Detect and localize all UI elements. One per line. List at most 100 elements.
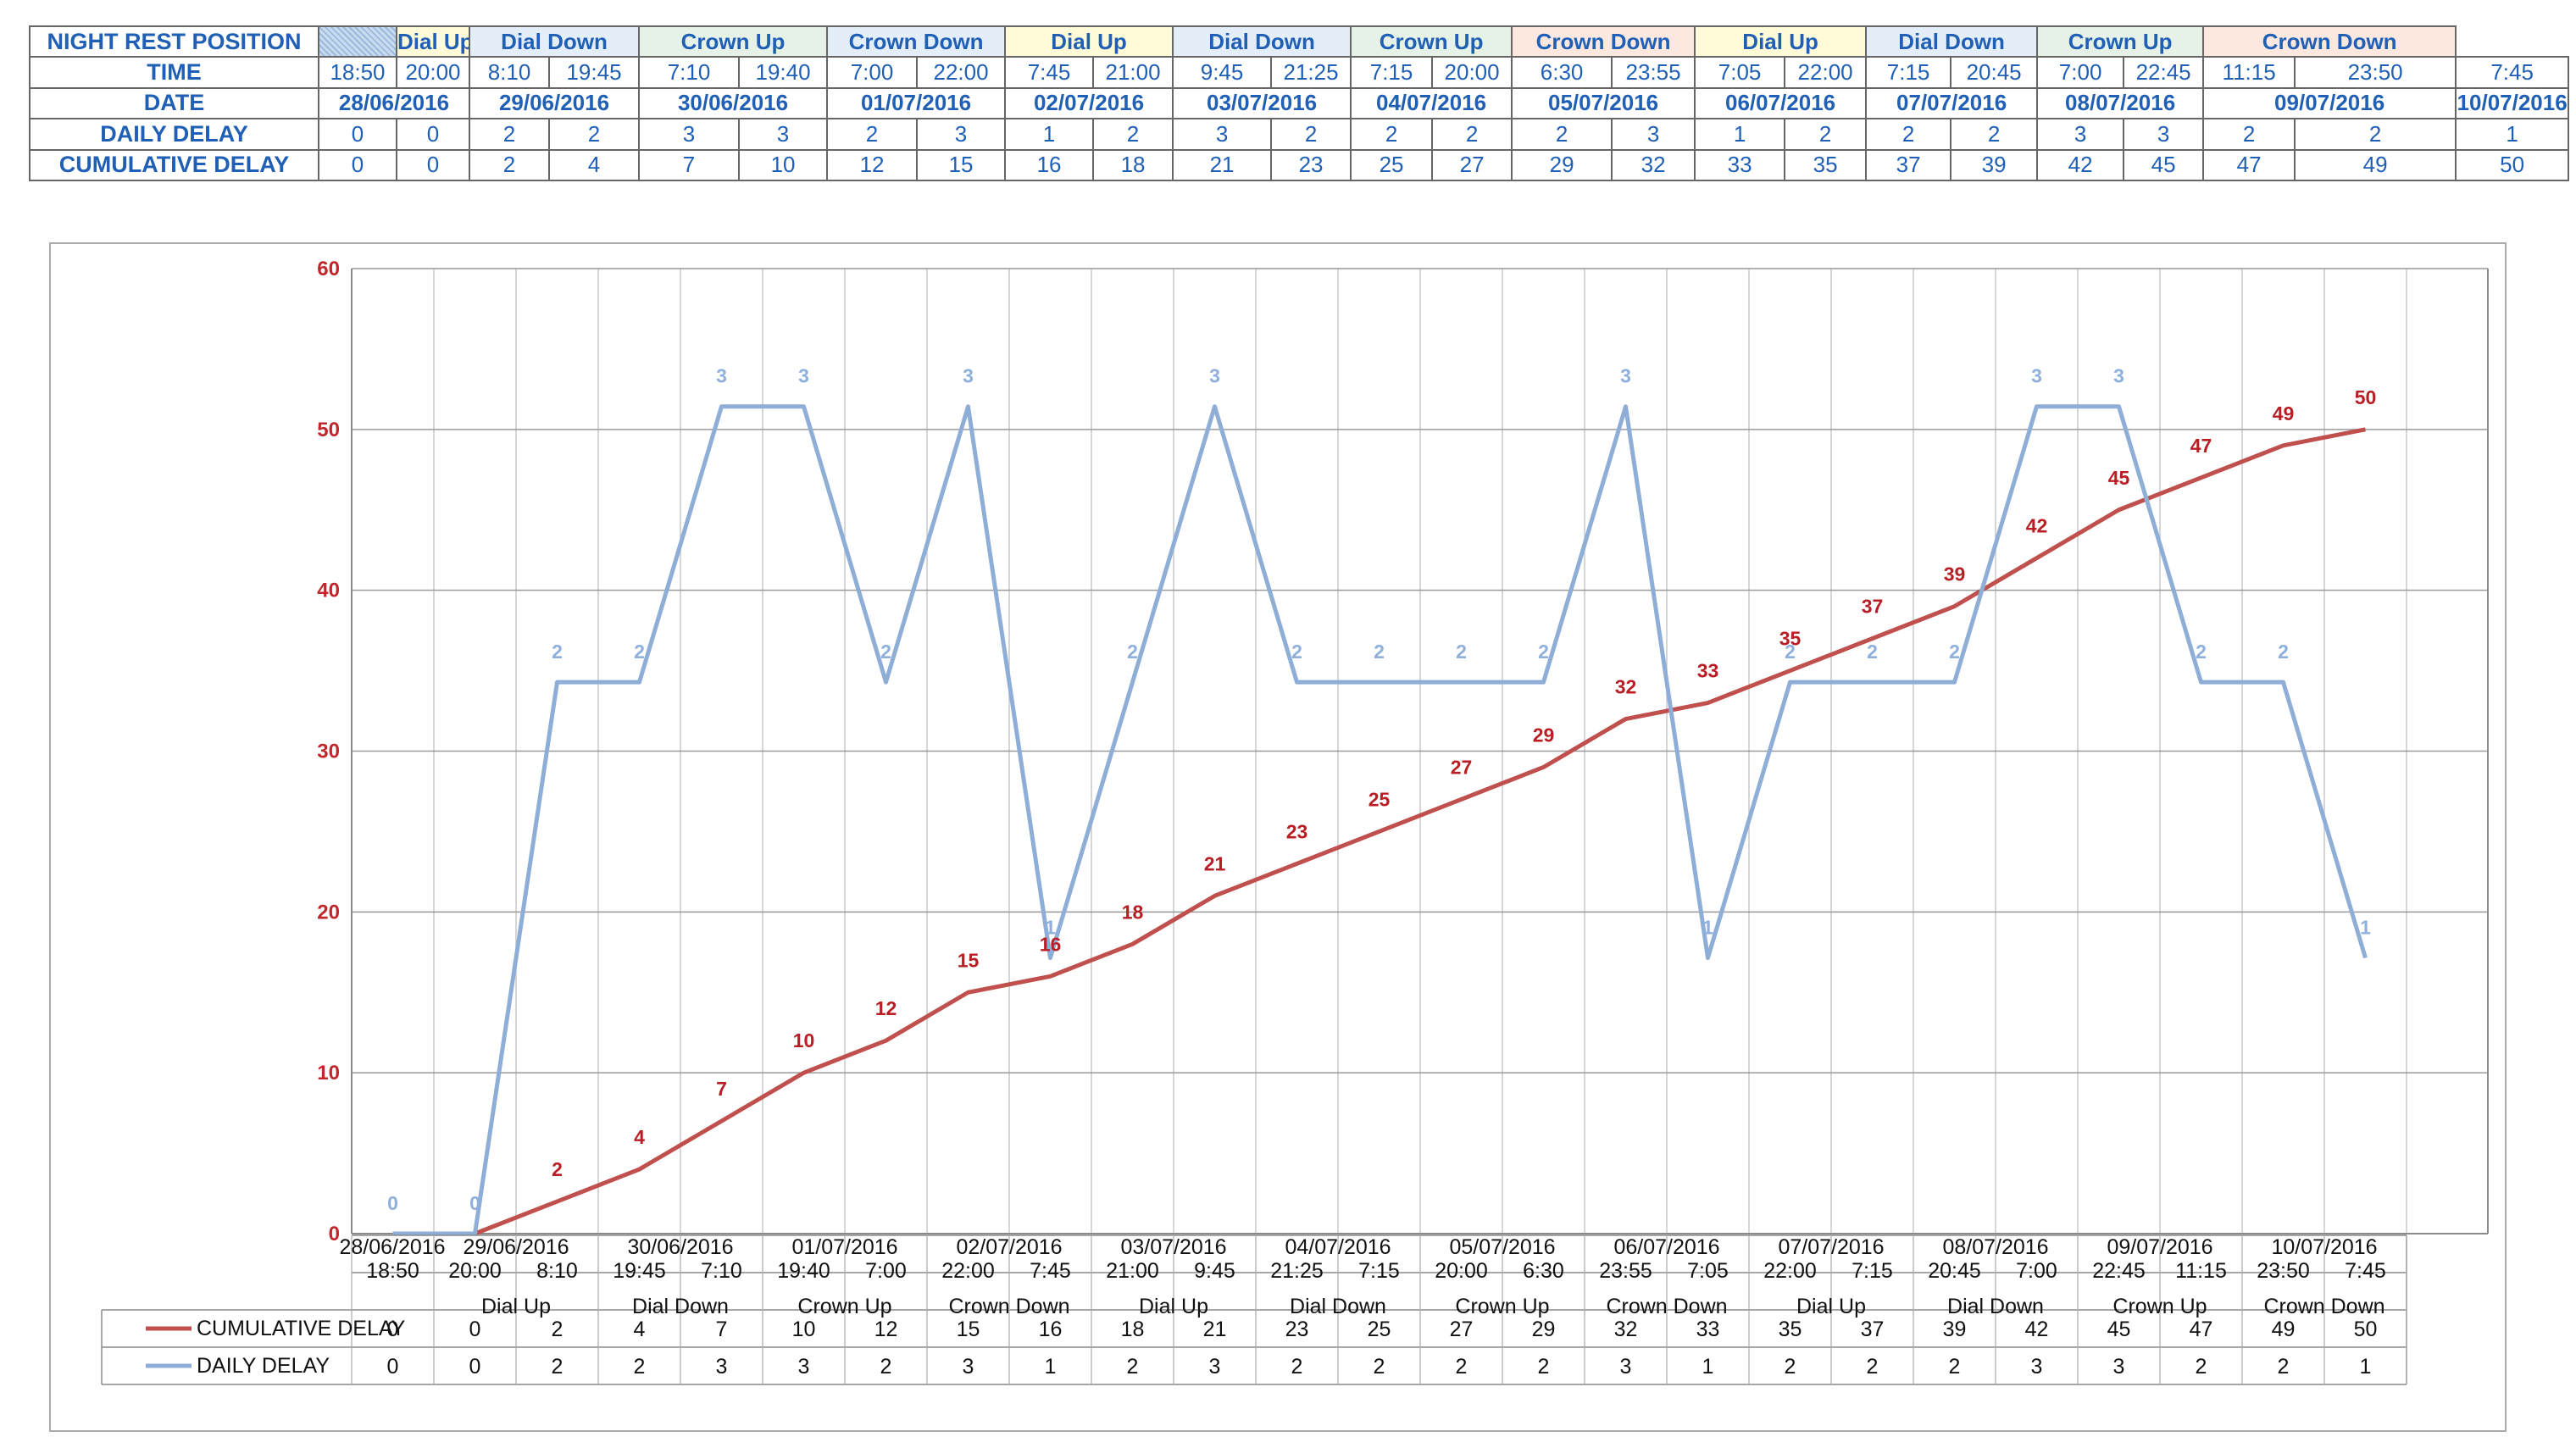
time-cell: 19:40 (738, 56, 829, 89)
cumulative-delay-data-label: 15 (958, 949, 980, 971)
position-cell: Crown Down (1511, 25, 1696, 58)
time-cell: 11:15 (2202, 56, 2296, 89)
cumulative-cell: 39 (1950, 148, 2039, 182)
daily-delay-data-label: 3 (2113, 365, 2124, 387)
daily-delay-data-label: 1 (2360, 917, 2371, 939)
x-date-label: 30/06/2016 (627, 1235, 733, 1259)
daily-delay-data-label: 2 (2278, 641, 2289, 663)
date-cell: 03/07/2016 (1172, 86, 1352, 120)
y-left-tick-label: 60 (317, 258, 340, 280)
x-time-label: 7:45 (1030, 1259, 1071, 1283)
x-time-label: 23:55 (1599, 1259, 1652, 1283)
time-cell: 7:45 (1004, 56, 1095, 89)
cumulative-delay-data-label: 35 (1779, 628, 1802, 650)
x-time-label: 6:30 (1523, 1259, 1564, 1283)
chart-frame: 010203040506000,511,522,533,500223323123… (49, 242, 2507, 1432)
daily-delay-data-label: 3 (1209, 365, 1220, 387)
cumulative-cell: 15 (916, 148, 1007, 182)
x-time-label: 9:45 (1194, 1259, 1235, 1283)
time-cell: 19:45 (547, 56, 641, 89)
daily-delay-data-label: 2 (1538, 641, 1549, 663)
date-cell: 05/07/2016 (1511, 86, 1696, 120)
position-cell: Dial Down (468, 25, 641, 58)
data-table-value: 25 (1368, 1318, 1391, 1341)
daily-delay-data-label: 3 (1620, 365, 1631, 387)
daily-cell: 1 (2455, 118, 2570, 151)
daily-cell: 2 (1950, 118, 2039, 151)
x-time-label: 18:50 (366, 1259, 419, 1283)
data-table-value: 47 (2190, 1318, 2213, 1341)
cumulative-delay-data-label: 27 (1451, 756, 1473, 778)
time-cell: 8:10 (469, 56, 550, 89)
x-position-label: Crown Up (1455, 1295, 1549, 1318)
cumulative-cell: 45 (2123, 148, 2205, 182)
time-cell: 7:15 (1350, 56, 1434, 89)
cumulative-cell: 18 (1092, 148, 1174, 182)
cumulative-delay-data-label: 32 (1615, 676, 1637, 698)
daily-delay-row: DAILY DELAY 0 0 2 2 3 3 2 3 1 2 3 2 2 2 2 3 1 2 2 2 3 3 2 2 1 (29, 118, 2570, 151)
x-time-label: 8:10 (536, 1259, 578, 1283)
data-table-value: 2 (1538, 1355, 1550, 1379)
cumulative-cell: 21 (1172, 148, 1273, 182)
time-cell: 7:10 (638, 56, 741, 89)
cumulative-cell: 10 (738, 148, 829, 182)
row-header-daily: DAILY DELAY (29, 118, 319, 151)
daily-delay-data-label: 3 (798, 365, 809, 387)
y-left-tick-label: 0 (329, 1223, 340, 1246)
cumulative-delay-data-label: 21 (1204, 852, 1226, 874)
daily-cell: 1 (1004, 118, 1095, 151)
daily-delay-data-label: 2 (1785, 641, 1796, 663)
data-table-value: 27 (1450, 1318, 1474, 1341)
cumulative-cell: 7 (638, 148, 741, 182)
delay-summary-table: NIGHT REST POSITION Dial Up Dial Down Crown… (29, 25, 2570, 182)
data-table-value: 0 (469, 1318, 481, 1341)
x-time-label: 21:25 (1270, 1259, 1324, 1283)
daily-cell: 2 (1350, 118, 1434, 151)
x-date-label: 04/07/2016 (1285, 1235, 1391, 1259)
y-left-tick-label: 20 (317, 901, 340, 924)
data-table-value: 2 (2278, 1355, 2290, 1379)
daily-cell: 2 (1865, 118, 1952, 151)
row-header-date: DATE (29, 86, 319, 120)
time-cell: 21:00 (1092, 56, 1174, 89)
x-time-label: 20:00 (448, 1259, 502, 1283)
x-time-label: 20:00 (1435, 1259, 1488, 1283)
date-cell: 04/07/2016 (1350, 86, 1513, 120)
x-time-label: 21:00 (1106, 1259, 1159, 1283)
cumulative-cell: 33 (1694, 148, 1786, 182)
cumulative-cell: 12 (826, 148, 919, 182)
position-cell: Crown Up (638, 25, 829, 58)
cumulative-delay-data-label: 2 (552, 1158, 563, 1180)
cumulative-delay-data-label: 37 (1862, 596, 1884, 618)
cumulative-delay-data-label: 29 (1533, 724, 1555, 746)
delay-chart: 010203040506000,511,522,533,500223323123… (101, 258, 2489, 1385)
daily-cell: 2 (1270, 118, 1352, 151)
cumulative-delay-row: CUMULATIVE DELAY 0 0 2 4 7 10 12 15 16 18 21 23 25 27 2… (29, 148, 2570, 182)
time-cell: 7:00 (2036, 56, 2125, 89)
row-header-position: NIGHT REST POSITION (29, 25, 319, 58)
x-position-label: Dial Down (1947, 1295, 2044, 1318)
daily-delay-line (392, 404, 2368, 1236)
cumulative-cell: 0 (396, 148, 470, 182)
x-time-label: 7:00 (2016, 1259, 2057, 1283)
date-cell: 06/07/2016 (1694, 86, 1868, 120)
position-cell: Dial Down (1865, 25, 2039, 58)
data-table-value: 2 (880, 1355, 892, 1379)
cumulative-cell: 49 (2294, 148, 2457, 182)
x-date-label: 29/06/2016 (463, 1235, 569, 1259)
x-date-label: 10/07/2016 (2271, 1235, 2377, 1259)
cumulative-cell: 42 (2036, 148, 2125, 182)
cumulative-delay-data-label: 25 (1368, 788, 1391, 810)
data-table-value: 35 (1779, 1318, 1802, 1341)
cumulative-cell: 0 (318, 148, 397, 182)
x-position-label: Crown Down (2263, 1295, 2384, 1318)
daily-cell: 3 (738, 118, 829, 151)
data-table-value: 0 (387, 1318, 399, 1341)
daily-cell: 3 (638, 118, 741, 151)
x-time-label: 23:50 (2257, 1259, 2310, 1283)
data-table-value: 12 (874, 1318, 898, 1341)
x-position-label: Crown Down (1606, 1295, 1727, 1318)
time-cell: 22:45 (2123, 56, 2205, 89)
data-table-value: 2 (1867, 1355, 1879, 1379)
x-position-label: Dial Up (1796, 1295, 1866, 1318)
